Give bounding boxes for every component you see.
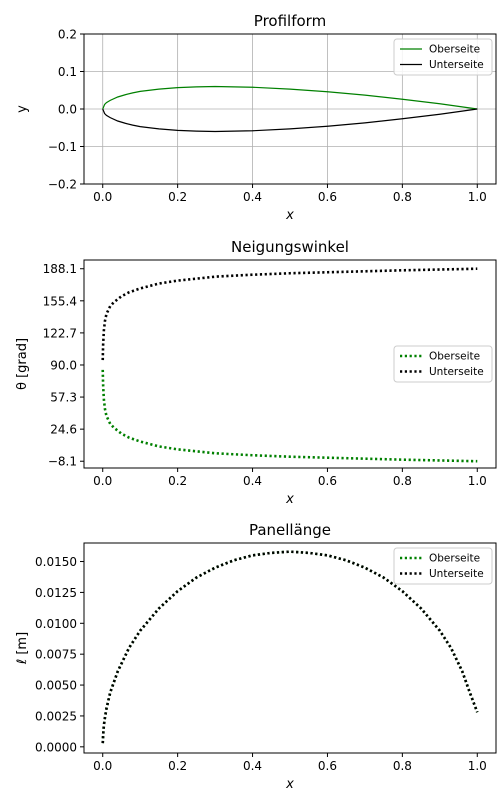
y-tick-label: 90.0 [50,358,77,372]
x-tick-label: 0.8 [393,474,412,488]
y-tick-label: 0.0125 [35,586,77,600]
legend-label: Oberseite [429,351,480,363]
legend-label: Unterseite [429,568,484,580]
x-tick-label: 0.8 [393,759,412,773]
x-tick-label: 0.4 [243,474,262,488]
x-tick-label: 1.0 [468,759,487,773]
y-axis-label: θ [grad] [15,338,30,390]
series-line-oberseite [103,87,478,110]
y-tick-label: 0.1 [58,65,77,79]
series-line-oberseite [103,370,478,461]
y-tick-label: 155.4 [43,294,77,308]
x-tick-label: 0.8 [393,190,412,204]
legend-label: Oberseite [429,553,480,565]
y-tick-label: 0.0025 [35,709,77,723]
y-tick-label: 0.2 [58,28,77,42]
chart-panel-2: 0.0 0.2 0.4 0.6 0.8 1.0 −8.1 24.6 57.3 90.0 122.7 1… [15,238,496,507]
legend-label: Unterseite [429,366,484,378]
y-tick-label: 122.7 [43,326,77,340]
y-tick-label: −0.2 [48,178,77,192]
y-tick-label: 0.0100 [35,617,77,631]
x-tick-label: 0.0 [93,759,112,773]
y-tick-label: 0.0075 [35,648,77,662]
y-tick-label: 0.0000 [35,740,77,754]
x-axis-label: x [285,208,294,223]
chart-title: Neigungswinkel [231,238,349,256]
x-tick-label: 0.2 [168,190,187,204]
legend-label: Oberseite [429,44,480,56]
y-tick-label: 0.0050 [35,679,77,693]
legend: Oberseite Unterseite [394,346,492,382]
chart-title: Profilform [254,12,326,30]
legend-label: Unterseite [429,59,484,71]
x-axis-label: x [285,777,294,792]
x-tick-label: 0.0 [93,190,112,204]
legend: Oberseite Unterseite [394,39,492,75]
y-axis-label: y [15,105,30,113]
y-tick-label: 0.0 [58,103,77,117]
y-tick-label: 57.3 [50,391,77,405]
chart-panel-1: 0.0 0.2 0.4 0.6 0.8 1.0 −0.2 −0.1 0.0 0.1 0.2 Profi… [15,12,496,223]
chart-panel-3: 0.0 0.2 0.4 0.6 0.8 1.0 0.0000 0.0025 0.0050 0.00… [15,521,496,792]
chart-title: Panellänge [249,521,331,539]
x-tick-label: 0.6 [318,759,337,773]
x-tick-label: 0.2 [168,474,187,488]
series-line-unterseite [103,109,478,132]
y-axis-label: ℓ [m] [15,632,30,665]
x-tick-label: 1.0 [468,474,487,488]
y-tick-label: −8.1 [48,455,77,469]
x-tick-label: 0.2 [168,759,187,773]
x-tick-label: 0.6 [318,190,337,204]
y-tick-label: −0.1 [48,140,77,154]
y-tick-label: 188.1 [43,262,77,276]
x-tick-label: 0.6 [318,474,337,488]
y-tick-label: 0.0150 [35,555,77,569]
legend: Oberseite Unterseite [394,548,492,584]
x-axis-label: x [285,492,294,507]
x-tick-label: 1.0 [468,190,487,204]
x-tick-label: 0.4 [243,190,262,204]
y-tick-label: 24.6 [50,423,77,437]
x-tick-label: 0.4 [243,759,262,773]
x-tick-label: 0.0 [93,474,112,488]
